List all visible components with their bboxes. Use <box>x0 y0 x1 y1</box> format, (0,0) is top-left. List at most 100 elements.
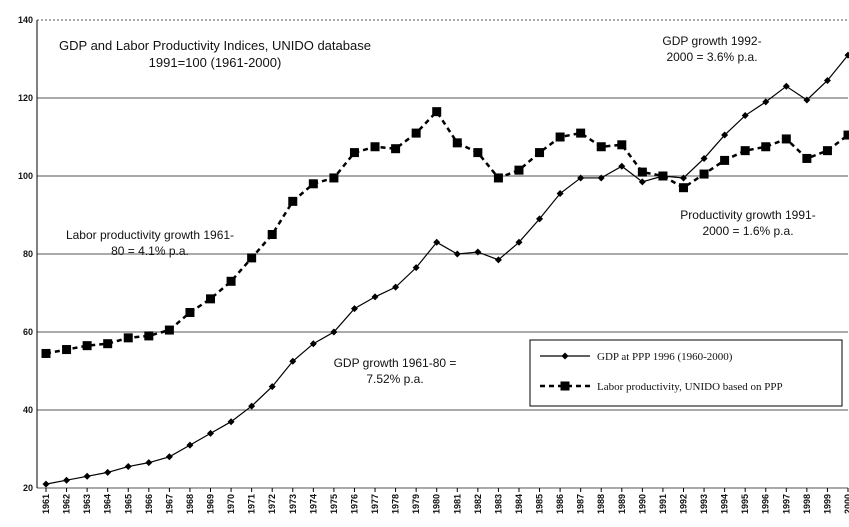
x-tick-label: 1989 <box>617 494 627 514</box>
x-tick-label: 1978 <box>391 494 401 514</box>
x-tick-label: 1975 <box>329 494 339 514</box>
point <box>843 130 849 140</box>
point <box>741 112 749 120</box>
y-tick-label: 140 <box>18 15 33 25</box>
x-tick-label: 1996 <box>761 494 771 514</box>
point <box>165 453 173 461</box>
x-tick-label: 1971 <box>247 494 257 514</box>
point <box>596 142 606 152</box>
x-tick-label: 1967 <box>164 494 174 514</box>
point <box>822 146 832 156</box>
point <box>41 348 51 358</box>
point <box>186 441 194 449</box>
point <box>104 468 112 476</box>
point <box>699 169 709 179</box>
point <box>371 293 379 301</box>
y-tick-label: 80 <box>23 249 33 259</box>
point <box>248 402 256 410</box>
point <box>515 238 523 246</box>
annotation: 2000 = 1.6% p.a. <box>702 224 793 238</box>
point <box>453 250 461 258</box>
point <box>721 131 729 139</box>
point <box>206 294 216 304</box>
point <box>349 148 359 158</box>
x-tick-label: 1961 <box>41 494 51 514</box>
x-tick-label: 1985 <box>535 494 545 514</box>
x-tick-label: 1972 <box>267 494 277 514</box>
x-tick-label: 1999 <box>822 494 832 514</box>
point <box>309 340 317 348</box>
point <box>350 305 358 313</box>
point <box>103 339 113 349</box>
point <box>62 345 72 355</box>
x-tick-label: 1964 <box>103 494 113 514</box>
point <box>576 128 586 138</box>
annotation: Productivity growth 1991- <box>680 208 815 222</box>
point <box>289 357 297 365</box>
point <box>761 142 771 152</box>
x-tick-label: 1995 <box>740 494 750 514</box>
series-line <box>45 109 849 355</box>
annotation: GDP growth 1992- <box>662 34 761 48</box>
annotation: Labor productivity growth 1961- <box>66 228 234 242</box>
y-tick-label: 100 <box>18 171 33 181</box>
legend-label: Labor productivity, UNIDO based on PPP <box>597 381 783 393</box>
x-tick-label: 1968 <box>185 494 195 514</box>
y-tick-label: 60 <box>23 327 33 337</box>
x-tick-label: 1963 <box>82 494 92 514</box>
point <box>618 162 626 170</box>
x-tick-label: 1966 <box>144 494 154 514</box>
x-tick-label: 1991 <box>658 494 668 514</box>
point <box>226 276 236 286</box>
x-tick-label: 1970 <box>226 494 236 514</box>
point <box>494 256 502 264</box>
point <box>185 308 195 317</box>
point <box>412 264 420 272</box>
point <box>411 128 421 138</box>
x-tick-label: 1988 <box>596 494 606 514</box>
y-tick-label: 120 <box>18 93 33 103</box>
annotation: 7.52% p.a. <box>366 372 423 386</box>
legend-marker <box>560 381 570 391</box>
x-tick-label: 1998 <box>802 494 812 514</box>
x-tick-label: 1990 <box>637 494 647 514</box>
point <box>473 148 483 158</box>
point <box>782 82 790 90</box>
point <box>124 463 132 471</box>
x-tick-label: 1993 <box>699 494 709 514</box>
point <box>144 331 154 341</box>
point <box>556 190 564 198</box>
point <box>268 383 276 391</box>
point <box>370 142 380 152</box>
point <box>207 429 215 437</box>
point <box>432 107 442 117</box>
point <box>308 179 318 189</box>
legend-box <box>529 339 843 407</box>
point <box>391 144 401 154</box>
series-line <box>45 54 849 485</box>
point <box>781 134 791 144</box>
x-tick-label: 1983 <box>493 494 503 514</box>
annotation: GDP growth 1961-80 = <box>334 356 457 370</box>
x-tick-label: 1986 <box>555 494 565 514</box>
x-tick-label: 1973 <box>288 494 298 514</box>
x-tick-label: 1997 <box>781 494 791 514</box>
point <box>536 215 544 223</box>
point <box>452 138 462 148</box>
point <box>514 165 524 175</box>
point <box>227 418 235 426</box>
point <box>329 173 339 183</box>
x-tick-label: 1980 <box>432 494 442 514</box>
x-tick-label: 1965 <box>123 494 133 514</box>
point <box>82 341 92 351</box>
point <box>63 476 71 484</box>
x-tick-label: 1979 <box>411 494 421 514</box>
legend-marker <box>561 352 569 360</box>
point <box>762 98 770 106</box>
x-tick-label: 1962 <box>62 494 72 514</box>
point <box>83 472 91 480</box>
x-tick-label: 1984 <box>514 494 524 514</box>
point <box>740 146 750 156</box>
chart-subtitle: 1991=100 (1961-2000) <box>149 55 282 70</box>
point <box>823 76 831 84</box>
